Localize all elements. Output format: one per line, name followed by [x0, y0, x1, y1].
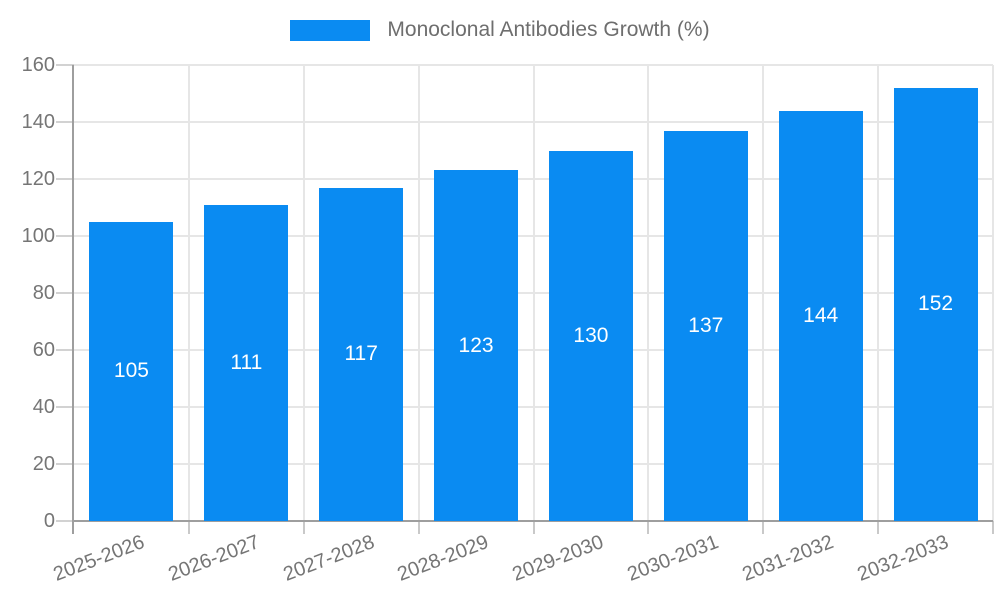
y-tick-label: 160 — [21, 54, 55, 76]
x-tick-label: 2028-2029 — [394, 531, 492, 586]
x-axis-tick — [992, 521, 994, 534]
y-axis-tick — [56, 520, 74, 522]
bar-value-label: 144 — [803, 303, 839, 327]
x-gridline — [532, 65, 535, 521]
x-gridline — [877, 65, 880, 521]
x-gridline — [302, 65, 305, 521]
y-axis-tick — [56, 406, 74, 408]
y-tick-label: 140 — [21, 111, 55, 133]
x-gridline — [762, 65, 765, 521]
bar-value-label: 123 — [458, 333, 494, 357]
x-axis-tick — [302, 521, 305, 534]
x-tick-label: 2029-2030 — [509, 531, 607, 586]
bar-value-label: 137 — [688, 313, 724, 337]
bar: 105 — [89, 221, 174, 521]
y-axis-line — [72, 65, 74, 534]
x-axis-tick — [877, 521, 880, 534]
legend-swatch-icon — [290, 19, 371, 41]
x-tick-label: 2032-2033 — [854, 531, 952, 586]
x-gridline — [187, 65, 190, 521]
y-axis-tick — [56, 64, 74, 66]
x-axis-tick — [187, 521, 190, 534]
bar: 144 — [778, 110, 863, 521]
y-tick-label: 100 — [21, 225, 55, 247]
bar-value-label: 105 — [113, 359, 149, 383]
bar-value-label: 152 — [918, 292, 954, 316]
legend: Monoclonal Antibodies Growth (%) — [0, 18, 1000, 42]
y-tick-label: 20 — [32, 453, 55, 475]
bar: 152 — [893, 87, 978, 521]
x-axis-line — [72, 520, 993, 522]
y-axis-tick — [56, 235, 74, 237]
x-gridline — [992, 65, 994, 521]
bar: 130 — [548, 150, 633, 521]
legend-item[interactable]: Monoclonal Antibodies Growth (%) — [290, 18, 710, 42]
x-tick-label: 2027-2028 — [279, 531, 378, 586]
bar: 111 — [204, 204, 289, 521]
x-tick-label: 2031-2032 — [739, 531, 837, 586]
x-tick-label: 2026-2027 — [165, 531, 263, 586]
bar: 137 — [663, 130, 748, 521]
y-tick-label: 40 — [32, 396, 55, 418]
y-axis-tick — [56, 292, 74, 294]
x-axis-tick — [762, 521, 765, 534]
y-axis-tick — [56, 349, 74, 351]
x-gridline — [647, 65, 650, 521]
bar-value-label: 111 — [230, 350, 263, 374]
y-tick-label: 80 — [32, 282, 55, 304]
y-tick-label: 60 — [32, 339, 55, 361]
y-axis-tick — [56, 178, 74, 180]
x-axis-tick — [532, 521, 535, 534]
y-tick-label: 120 — [21, 168, 55, 190]
y-axis-tick — [56, 463, 74, 465]
bar: 117 — [319, 187, 404, 521]
y-axis-tick — [56, 121, 74, 123]
x-tick-label: 2030-2031 — [624, 531, 722, 586]
x-axis-tick — [417, 521, 420, 534]
bar: 123 — [434, 170, 519, 521]
bar-value-label: 130 — [573, 323, 609, 347]
bar-value-label: 117 — [344, 342, 378, 366]
x-gridline — [417, 65, 420, 521]
legend-label: Monoclonal Antibodies Growth (%) — [387, 18, 710, 41]
x-tick-label: 2025-2026 — [50, 531, 148, 586]
x-axis-tick — [647, 521, 650, 534]
y-tick-label: 0 — [43, 510, 55, 532]
